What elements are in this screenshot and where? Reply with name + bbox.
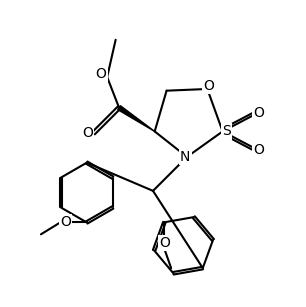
Text: O: O bbox=[60, 216, 71, 229]
Text: O: O bbox=[82, 126, 93, 140]
Text: S: S bbox=[222, 124, 231, 138]
Polygon shape bbox=[118, 106, 155, 131]
Text: N: N bbox=[180, 150, 190, 164]
Text: O: O bbox=[253, 106, 264, 120]
Text: O: O bbox=[203, 79, 215, 93]
Text: O: O bbox=[253, 143, 264, 157]
Text: O: O bbox=[95, 67, 106, 81]
Text: O: O bbox=[159, 236, 170, 250]
